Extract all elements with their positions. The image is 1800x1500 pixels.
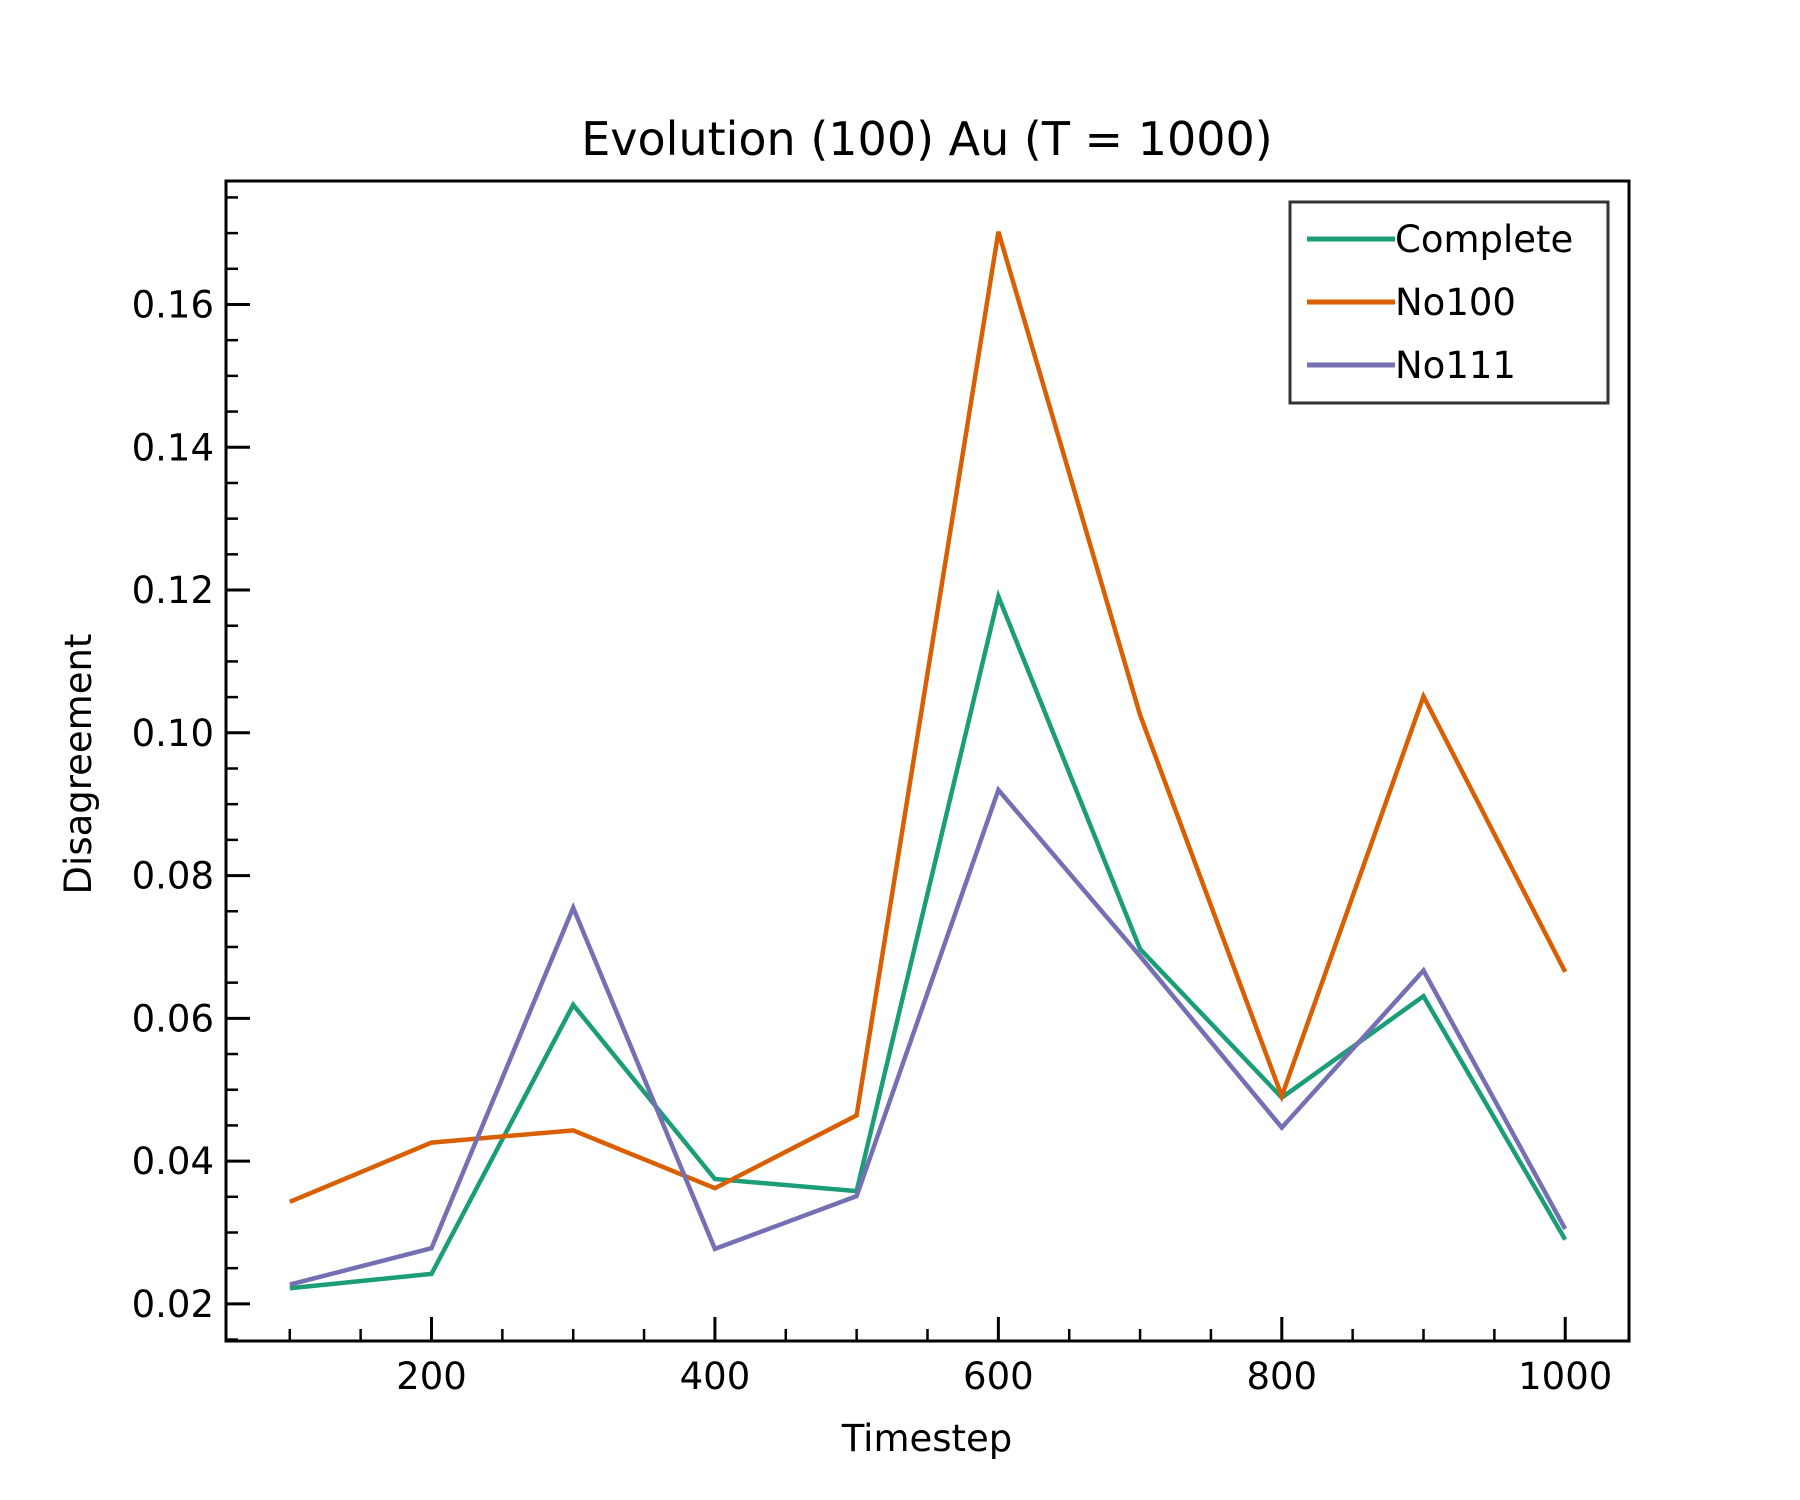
legend: Complete No100 No111 — [1288, 200, 1610, 405]
series-line-no100 — [288, 231, 1568, 1204]
legend-label-no111: No111 — [1395, 344, 1516, 387]
y-axis-label: Disagreement — [57, 634, 100, 895]
y-tick-label: 0.02 — [132, 1283, 214, 1326]
y-tick-label: 0.16 — [132, 283, 214, 326]
x-axis-label: Timestep — [841, 1417, 1013, 1460]
y-tick-label: 0.08 — [132, 855, 214, 898]
chart-title: Evolution (100) Au (T = 1000) — [581, 112, 1273, 166]
y-tick-label: 0.10 — [132, 712, 214, 755]
y-tick-label: 0.12 — [132, 569, 214, 612]
legend-label-no100: No100 — [1395, 281, 1516, 324]
series-lines — [288, 231, 1568, 1291]
axis-ticks: 200 400 600 800 1000 0.02 0.04 0.06 0.08 0.10 0.12… — [132, 196, 1612, 1398]
series-line-complete — [289, 589, 1568, 1291]
x-tick-label: 1000 — [1518, 1355, 1612, 1398]
y-tick-label: 0.06 — [132, 997, 214, 1040]
y-tick-label: 0.14 — [132, 426, 214, 469]
x-tick-label: 200 — [396, 1355, 467, 1398]
x-tick-label: 600 — [963, 1355, 1034, 1398]
x-tick-label: 800 — [1246, 1355, 1317, 1398]
series-line-no111 — [289, 785, 1568, 1287]
plot-frame — [224, 179, 1631, 1343]
legend-label-complete: Complete — [1395, 218, 1573, 261]
y-tick-label: 0.04 — [132, 1140, 214, 1183]
x-tick-label: 400 — [680, 1355, 751, 1398]
